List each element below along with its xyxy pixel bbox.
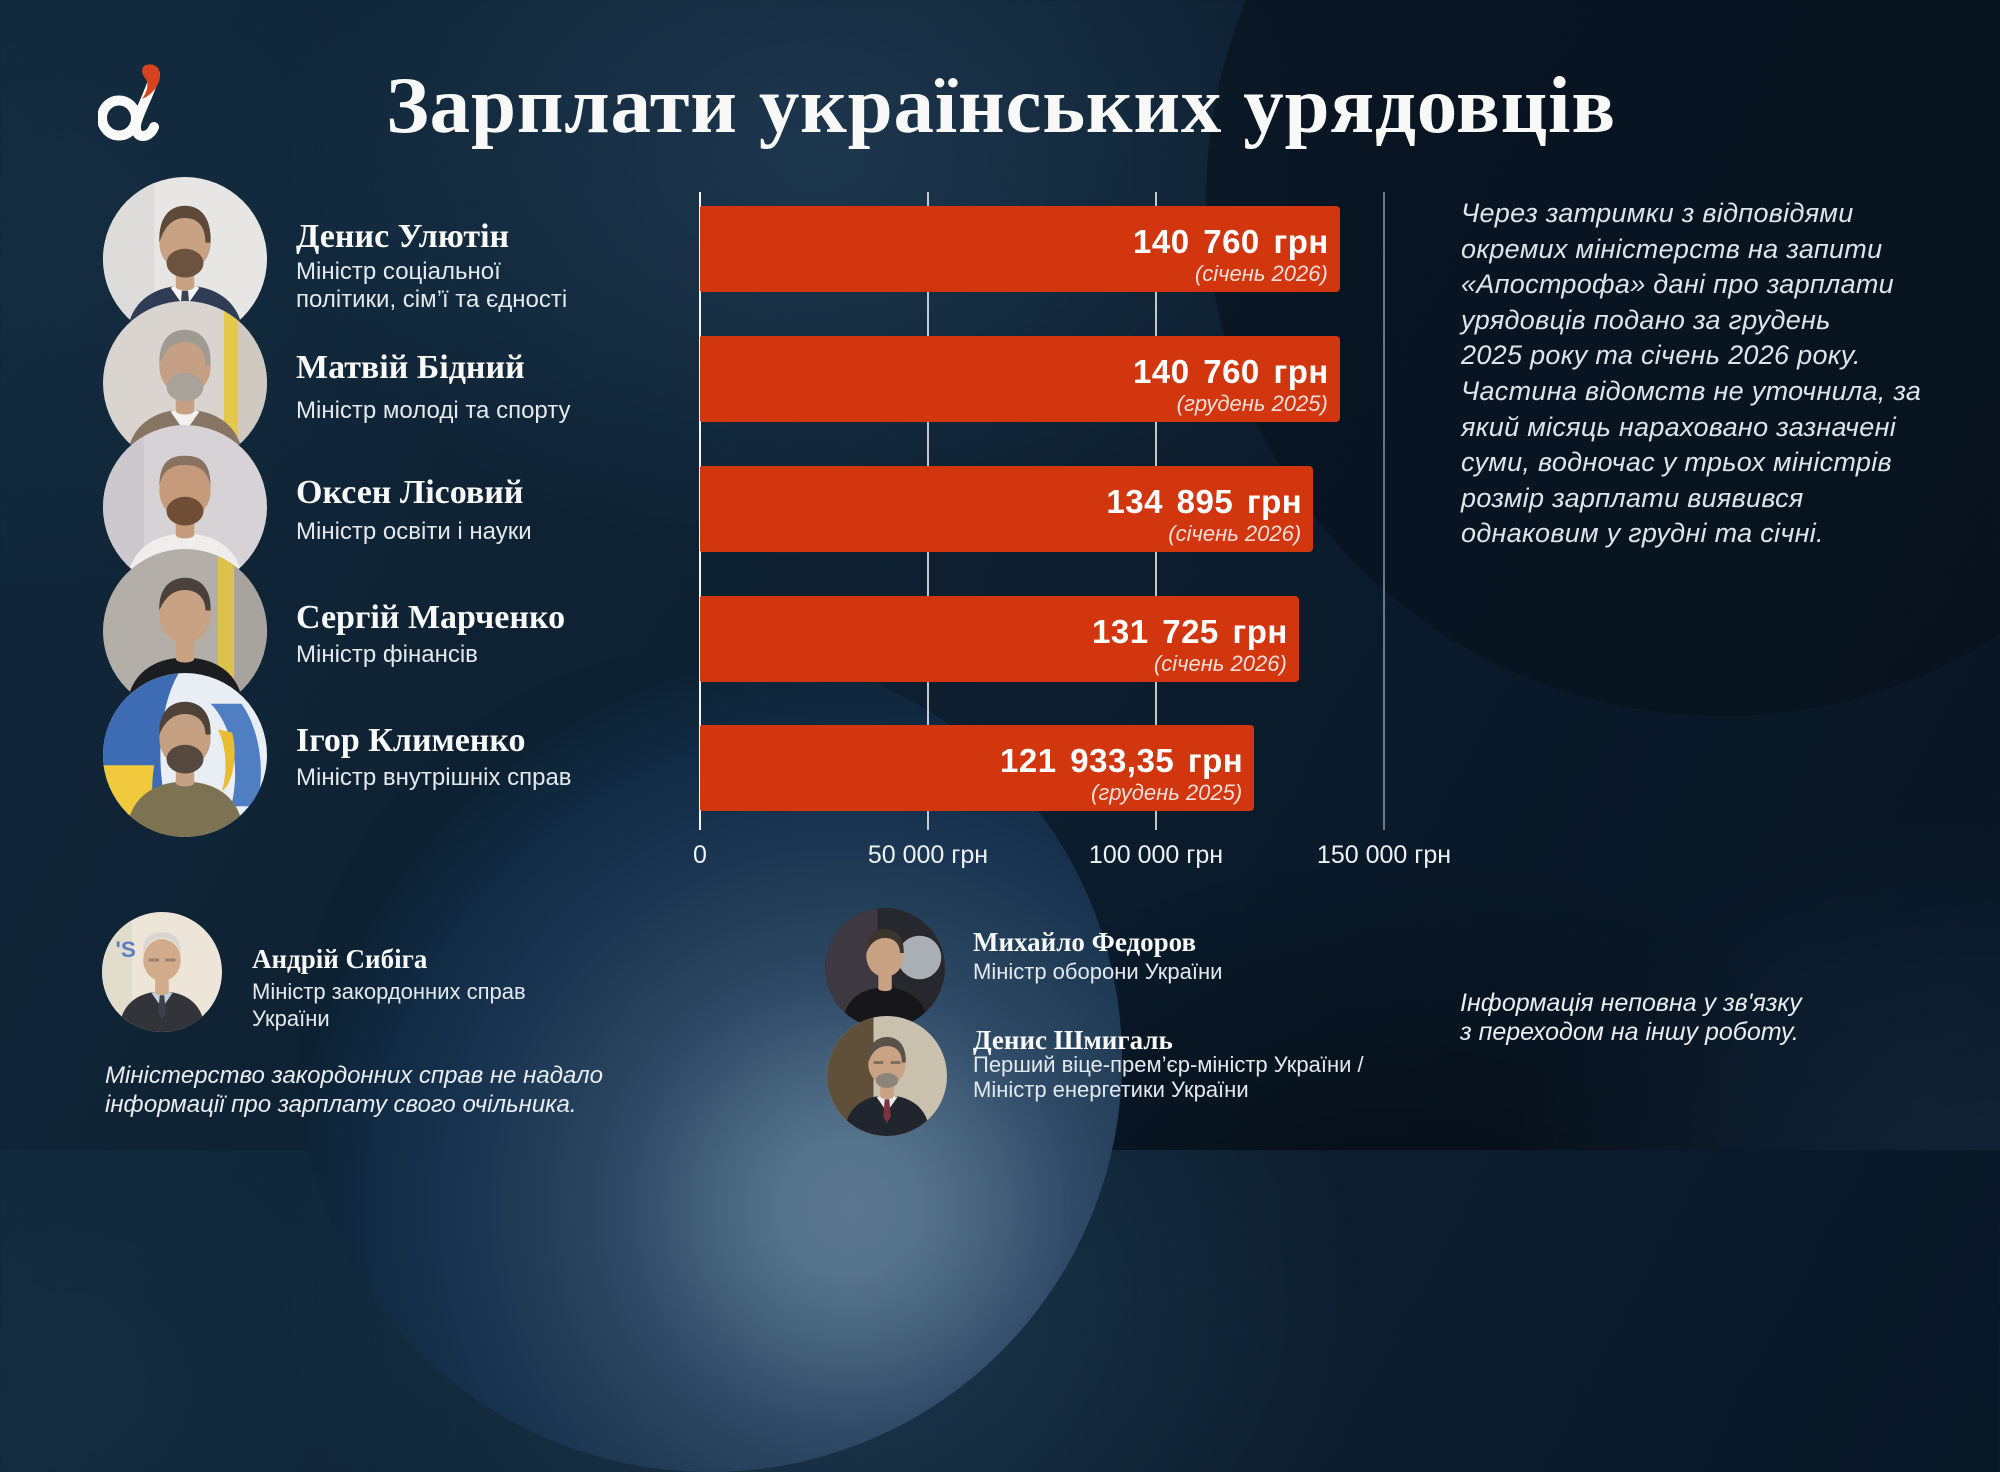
svg-text:'S: 'S <box>116 937 136 962</box>
